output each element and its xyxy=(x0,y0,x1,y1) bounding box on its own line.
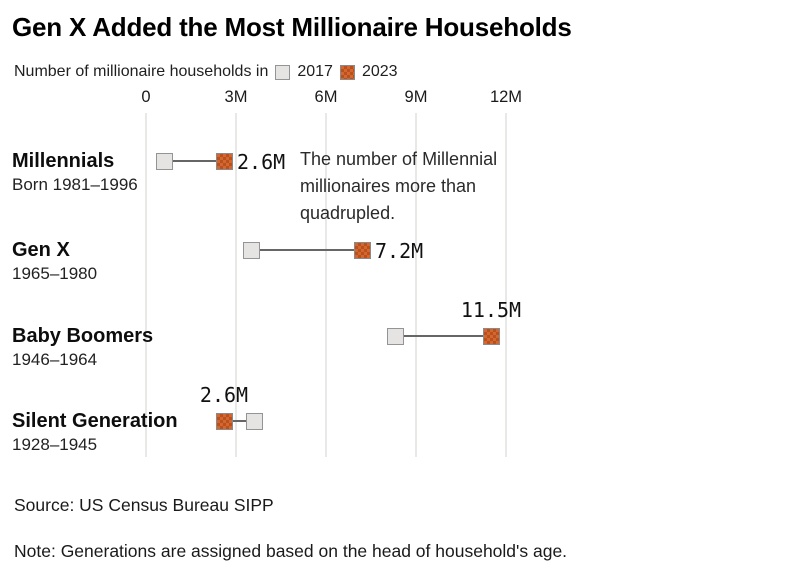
source-line: Source: US Census Bureau SIPP xyxy=(14,495,274,515)
dumbbell-connector xyxy=(224,420,254,422)
marker-2017 xyxy=(245,412,263,430)
row-label-silent-generation: Silent Generation 1928–1945 xyxy=(12,410,178,455)
legend-swatch-2023-icon xyxy=(339,64,355,80)
x-axis-tick-label: 9M xyxy=(404,88,428,106)
gridline xyxy=(325,113,327,457)
gridline xyxy=(505,113,507,457)
dumbbell-connector xyxy=(164,160,224,162)
gridline xyxy=(415,113,417,457)
legend-text: Number of millionaire households in xyxy=(14,63,269,80)
legend: Number of millionaire households in 2017… xyxy=(14,63,398,81)
generation-years: 1946–1964 xyxy=(12,350,98,369)
generation-years: 1965–1980 xyxy=(12,264,98,283)
generation-name: Millennials xyxy=(12,150,115,172)
generation-name: Gen X xyxy=(12,239,70,261)
value-label-2023: 2.6M xyxy=(199,383,249,407)
marker-2017 xyxy=(242,241,260,259)
chart-title: Gen X Added the Most Millionaire Househo… xyxy=(12,12,572,42)
gridline xyxy=(235,113,237,457)
generation-name: Silent Generation xyxy=(12,410,178,432)
generation-years: 1928–1945 xyxy=(12,435,98,454)
legend-label-2023: 2023 xyxy=(361,63,398,80)
dumbbell-connector xyxy=(395,335,491,337)
row-label-baby-boomers: Baby Boomers 1946–1964 xyxy=(12,325,153,370)
dumbbell-connector xyxy=(251,249,362,251)
gridline xyxy=(145,113,147,457)
row-label-millennials: Millennials Born 1981–1996 xyxy=(12,150,138,195)
annotation-millennials: The number of Millennial millionaires mo… xyxy=(300,149,498,223)
legend-swatch-2017-icon xyxy=(275,64,291,80)
value-label-2023: 7.2M xyxy=(375,239,424,263)
x-axis-tick-label: 12M xyxy=(489,88,523,106)
x-axis-tick-label: 0 xyxy=(141,88,151,106)
marker-2023 xyxy=(215,412,233,430)
x-axis-tick-label: 3M xyxy=(224,88,248,106)
x-axis-tick-label: 6M xyxy=(314,88,338,106)
marker-2023 xyxy=(353,241,371,259)
marker-2017 xyxy=(155,152,173,170)
marker-2017 xyxy=(386,327,404,345)
generation-name: Baby Boomers xyxy=(12,325,154,347)
marker-2023 xyxy=(215,152,233,170)
row-label-gen-x: Gen X 1965–1980 xyxy=(12,239,97,284)
value-label-2023: 2.6M xyxy=(237,150,286,174)
value-label-2023: 11.5M xyxy=(460,298,522,322)
generation-years: Born 1981–1996 xyxy=(12,175,138,194)
marker-2023 xyxy=(482,327,500,345)
note-line: Note: Generations are assigned based on … xyxy=(14,541,568,561)
legend-label-2017: 2017 xyxy=(297,63,333,80)
